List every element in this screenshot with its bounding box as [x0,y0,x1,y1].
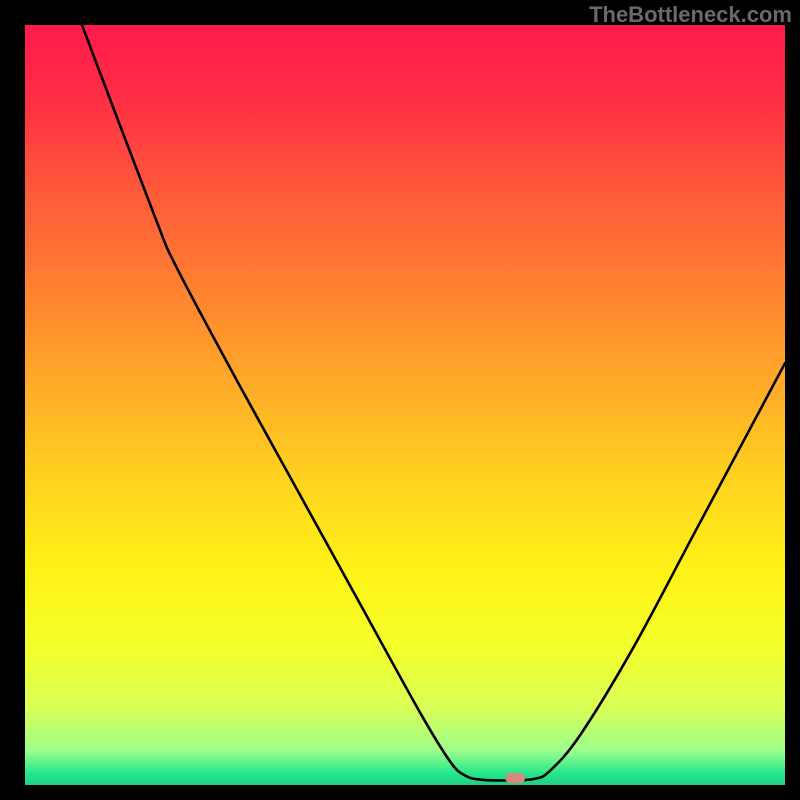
optimal-marker [505,773,525,783]
chart-svg [25,25,785,785]
plot-area [25,25,785,785]
bottleneck-chart: TheBottleneck.com [0,0,800,800]
gradient-background [25,25,785,785]
watermark-text: TheBottleneck.com [589,2,792,28]
